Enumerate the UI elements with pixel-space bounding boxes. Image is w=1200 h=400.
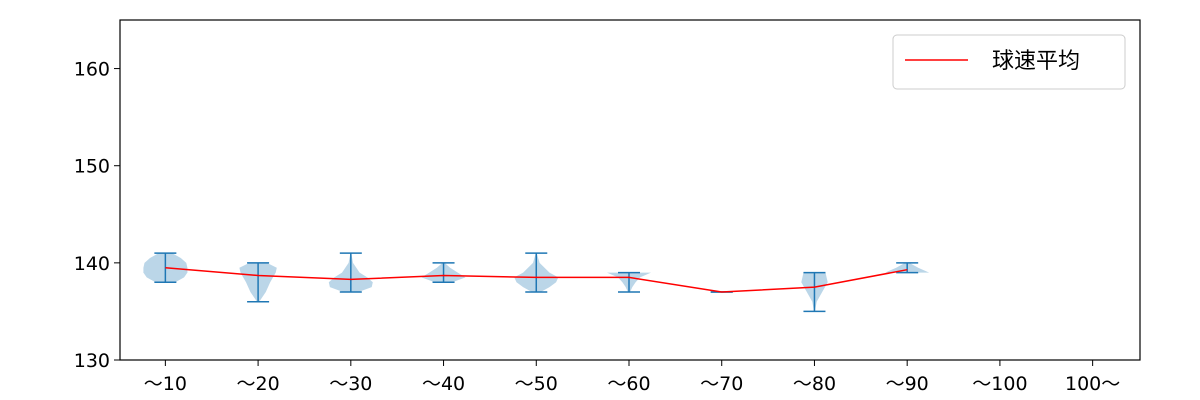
- y-tick-label: 140: [74, 253, 110, 275]
- x-tick-label: 〜100: [972, 373, 1027, 395]
- x-tick-label: 〜30: [329, 373, 372, 395]
- mean-line-layer: [165, 266, 908, 293]
- mean-speed-line: [165, 266, 908, 293]
- x-tick-label: 〜10: [144, 373, 187, 395]
- y-axis: 130 140 150 160: [74, 59, 120, 372]
- y-tick-label: 150: [74, 156, 110, 178]
- x-tick-label: 100〜: [1065, 373, 1120, 395]
- y-tick-label: 160: [74, 59, 110, 81]
- legend-label: 球速平均: [992, 49, 1080, 74]
- x-tick-label: 〜20: [236, 373, 279, 395]
- x-tick-label: 〜50: [515, 373, 558, 395]
- x-tick-label: 〜70: [700, 373, 743, 395]
- y-tick-label: 130: [74, 350, 110, 372]
- x-axis: 〜10 〜20 〜30 〜40 〜50 〜60 〜70 〜80 〜90 〜100 100〜: [144, 360, 1120, 395]
- x-tick-label: 〜40: [422, 373, 465, 395]
- x-tick-label: 〜60: [607, 373, 650, 395]
- legend-box: [892, 34, 1126, 90]
- x-tick-label: 〜90: [886, 373, 929, 395]
- x-tick-label: 〜80: [793, 373, 836, 395]
- legend: 球速平均: [892, 34, 1126, 90]
- plot-frame: [119, 19, 1141, 361]
